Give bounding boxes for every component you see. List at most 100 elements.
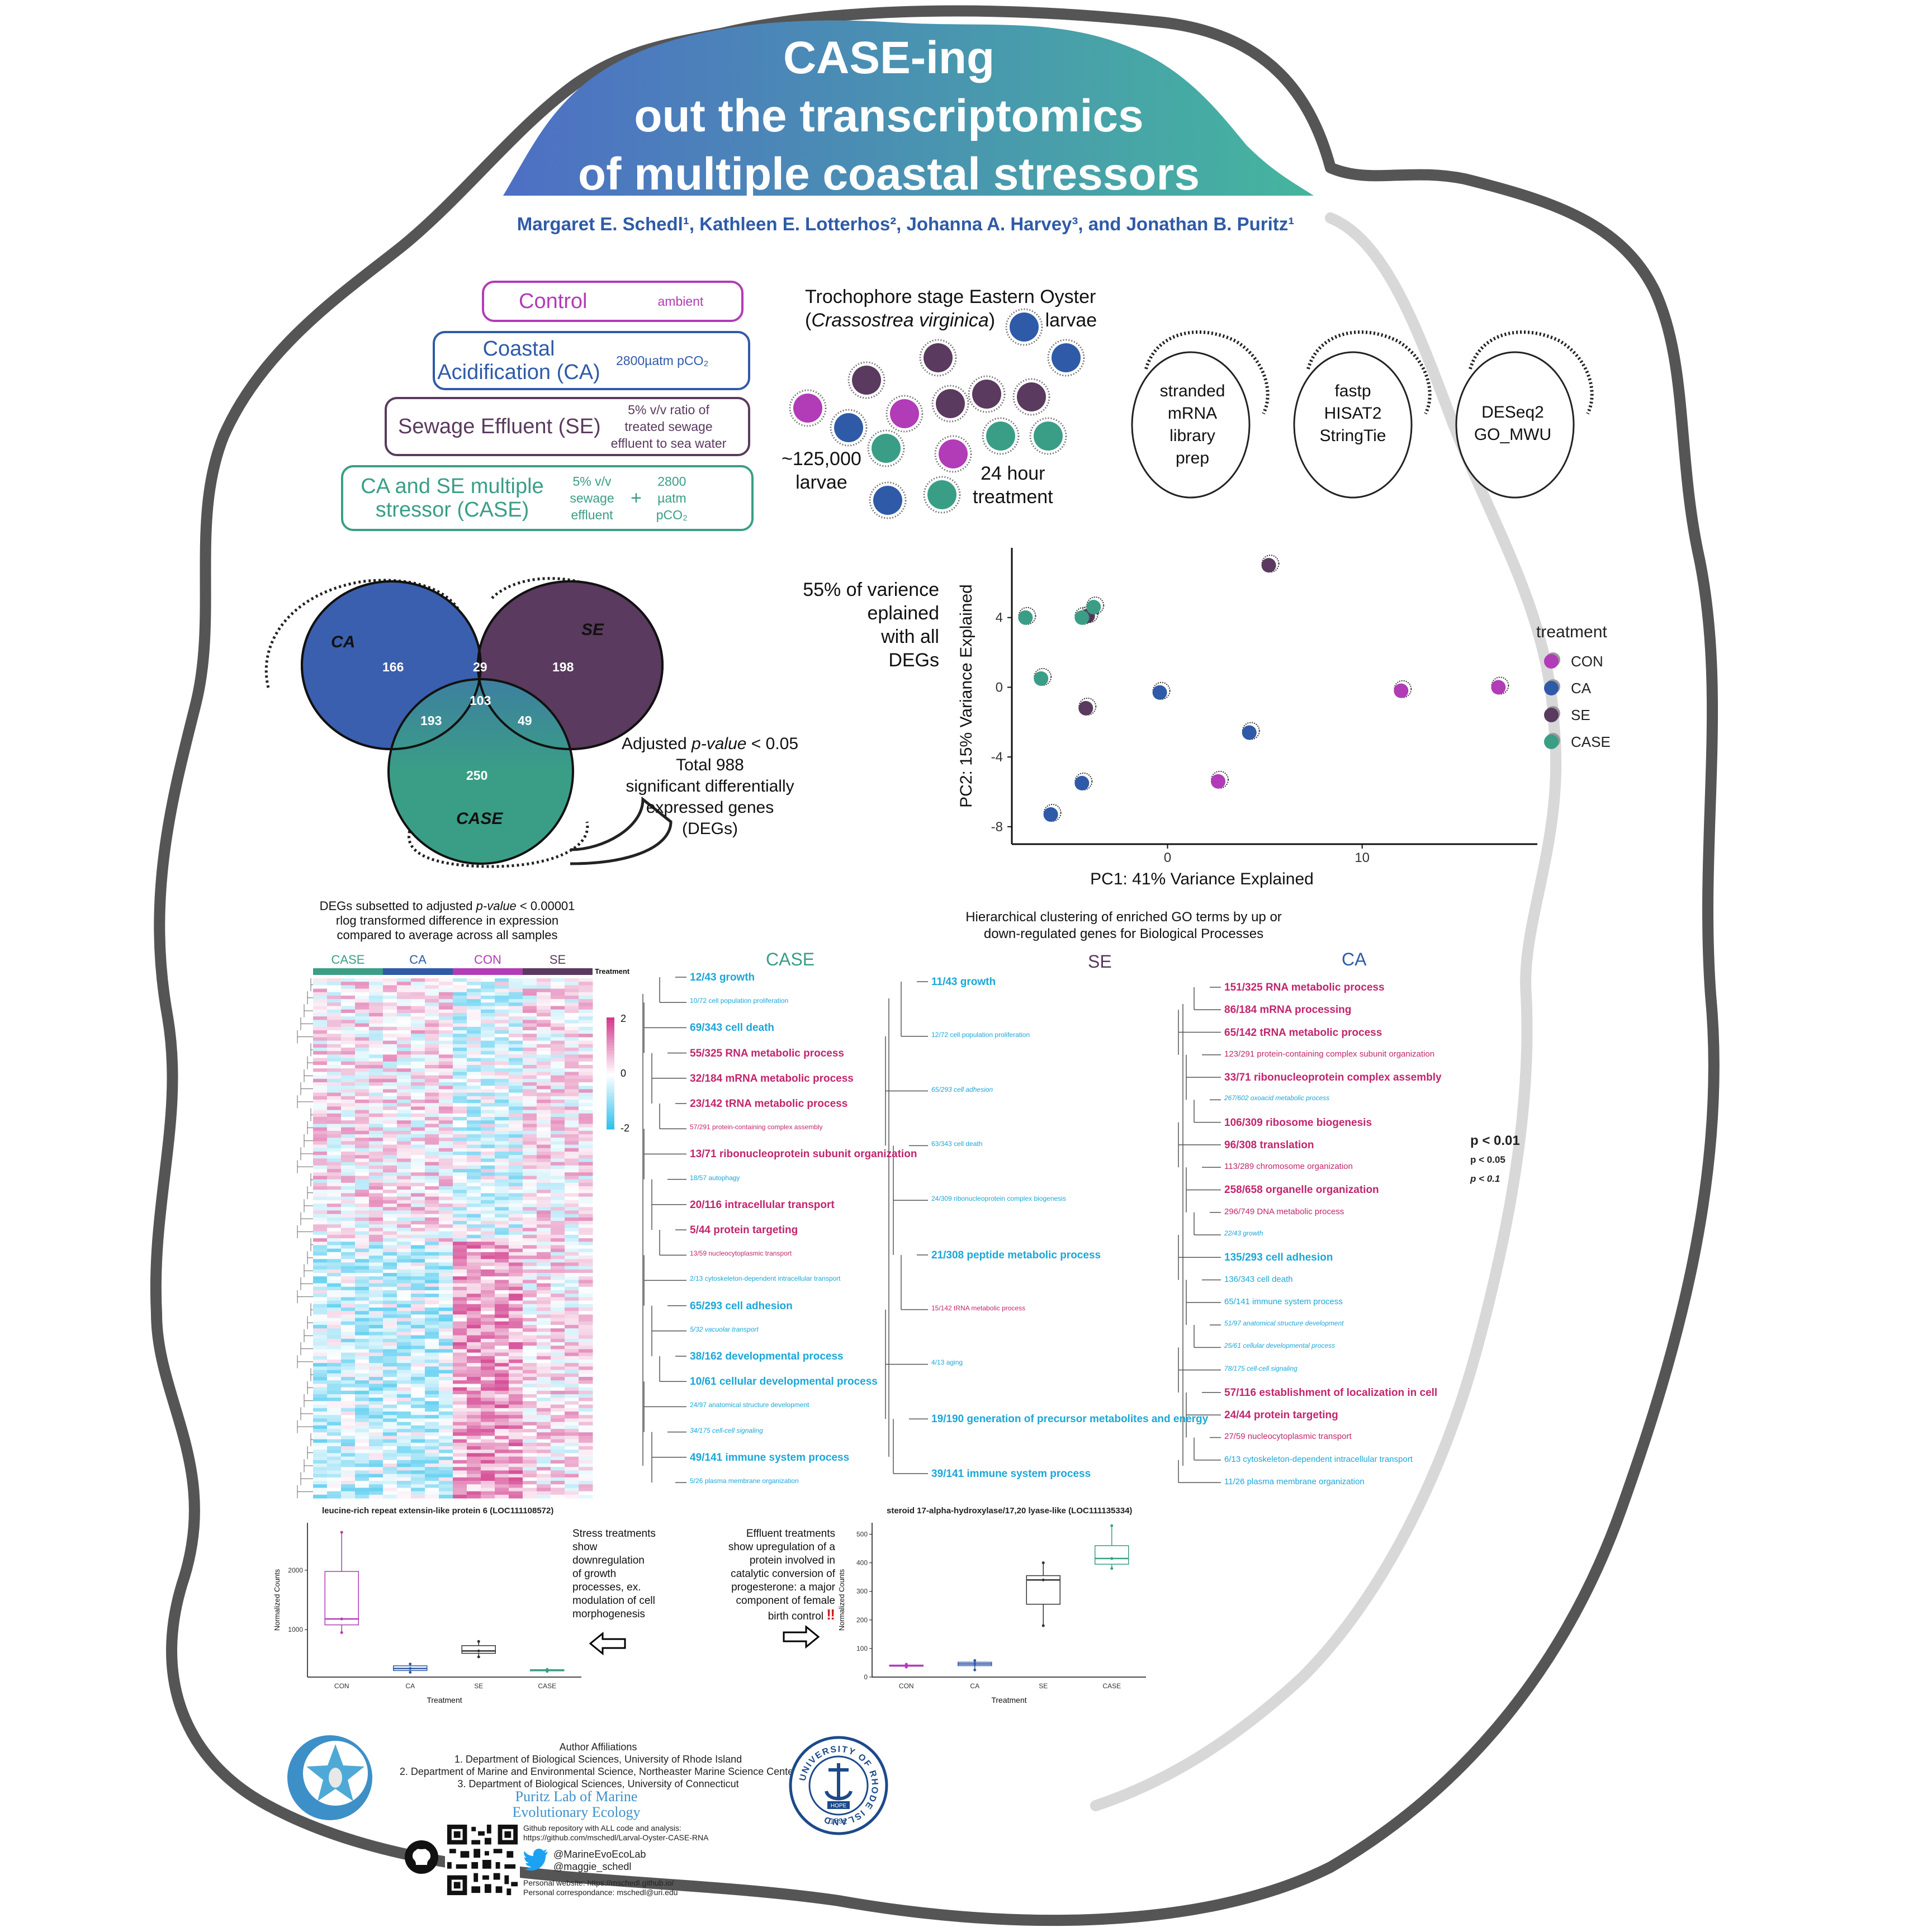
- venn-count-all: 103: [470, 693, 491, 708]
- anchor-icon: [825, 1763, 853, 1801]
- go-term-case: 5/44 protein targeting: [690, 1224, 798, 1236]
- heatmap-group-label: CASE: [332, 953, 365, 967]
- pca-point-ca: [1074, 772, 1093, 790]
- box2-box-ca: [958, 1659, 992, 1671]
- go-pvalue-legend: p < 0.01 p < 0.05 p < 0.1: [1470, 1131, 1520, 1188]
- pca-x-tick-label: 0: [1164, 850, 1171, 865]
- go-term-ca: 151/325 RNA metabolic process: [1224, 982, 1385, 993]
- box2-text-7a: birth control: [768, 1611, 823, 1622]
- lab-name-line-1: Puritz Lab of Marine: [515, 1788, 638, 1805]
- box1-box-ca: [393, 1663, 428, 1674]
- right-arrow-icon: [783, 1625, 820, 1649]
- github-icon[interactable]: [404, 1839, 439, 1875]
- affiliations-heading: Author Affiliations: [559, 1741, 637, 1753]
- go-column-se: SE: [1088, 951, 1112, 972]
- go-term-case: 13/59 nucleocytoplasmic transport: [690, 1249, 792, 1258]
- go-term-se: 4/13 aging: [931, 1358, 963, 1367]
- case-desc-b1: 2800: [657, 474, 686, 489]
- heatmap-group-label: CA: [409, 953, 427, 967]
- go-term-ca: 51/97 anatomical structure development: [1224, 1319, 1344, 1328]
- go-term-case: 5/32 vacuolar transport: [690, 1325, 759, 1333]
- twitter-handle-personal[interactable]: @maggie_schedl: [553, 1861, 632, 1872]
- pca-x-tick-label: 10: [1355, 850, 1370, 865]
- go-dendrogram-se: [885, 981, 928, 1474]
- se-desc-line-1: 5% v/v ratio of: [628, 402, 709, 417]
- go-term-case: 18/57 autophagy: [690, 1173, 740, 1182]
- go-term-case: 5/26 plasma membrane organization: [690, 1477, 799, 1485]
- go-column-case: CASE: [766, 949, 815, 969]
- boxplot-1-title: leucine-rich repeat extensin-like protei…: [322, 1506, 554, 1516]
- boxplot-2-annotation: Effluent treatments show upregulation of…: [718, 1527, 835, 1623]
- go-term-case: 23/142 tRNA metabolic process: [690, 1098, 848, 1110]
- oyster-shell-outline: [150, 5, 1720, 1926]
- box2-box-con: [889, 1663, 924, 1669]
- step1-line-3: library prep: [1169, 427, 1215, 467]
- heatmap-group-label: SE: [550, 953, 566, 967]
- venn-caption-line-2: Total 988: [676, 756, 744, 774]
- pca-y-tick-label: 4: [996, 610, 1003, 626]
- box1-text-2: show: [572, 1541, 598, 1553]
- uri-seal-hope: HOPE: [831, 1803, 847, 1809]
- go-term-case: 55/325 RNA metabolic process: [690, 1047, 844, 1059]
- twitter-icon: [524, 1849, 548, 1871]
- venn-count-se-case: 49: [518, 713, 532, 728]
- pca-legend-title: treatment: [1536, 623, 1607, 641]
- pvalue-legend-001: p < 0.01: [1470, 1133, 1520, 1148]
- heatmap-annotation-bar: [523, 968, 593, 975]
- go-term-case: 32/184 mRNA metabolic process: [690, 1072, 854, 1085]
- go-term-case: 57/291 protein-containing complex assemb…: [690, 1123, 823, 1131]
- step3-line-2: GO_MWU: [1474, 425, 1552, 444]
- affiliation-2: 2. Department of Marine and Environmenta…: [399, 1766, 797, 1777]
- twitter-handle-lab[interactable]: @MarineEvoEcoLab: [553, 1849, 646, 1860]
- qr-code-icon[interactable]: [445, 1822, 520, 1897]
- pvalue-legend-005: p < 0.05: [1470, 1154, 1505, 1165]
- pipeline-step-3: DESeq2 GO_MWU: [1474, 401, 1552, 446]
- case-desc-a2: sewage: [570, 491, 614, 505]
- pca-point-se: [1261, 555, 1280, 573]
- box2-box-se: [1026, 1561, 1060, 1627]
- se-desc: 5% v/v ratio of treated sewage effluent …: [611, 401, 727, 452]
- control-treatment-box: Control ambient: [482, 281, 744, 322]
- go-term-se: 24/309 ribonucleoprotein complex biogene…: [931, 1195, 1066, 1203]
- heatmap-cells: [313, 978, 593, 1499]
- case-name-line-2: stressor (CASE): [375, 498, 529, 522]
- go-term-case: 49/141 immune system process: [690, 1451, 850, 1464]
- pca-point-con: [1394, 680, 1412, 698]
- larvae-count-line-1: ~125,000: [782, 448, 861, 470]
- personal-email[interactable]: Personal correspondance: mschedl@uri.edu: [523, 1888, 678, 1897]
- venn-count-ca-se: 29: [473, 660, 487, 674]
- twitter-handles: @MarineEvoEcoLab @maggie_schedl: [553, 1848, 646, 1873]
- case-desc-b2: µatm: [657, 491, 686, 505]
- lab-logo: [287, 1735, 372, 1820]
- box1-x-tick-label: CA: [405, 1682, 415, 1690]
- box1-text-3: downregulation: [572, 1555, 645, 1566]
- box1-box-se: [461, 1640, 496, 1659]
- shell-2: [1293, 351, 1413, 499]
- larvae-count: ~125,000 larvae: [782, 447, 861, 494]
- go-term-ca: 25/61 cellular developmental process: [1224, 1342, 1336, 1350]
- case-desc-b3: pCO₂: [656, 508, 688, 522]
- title-line-3: of multiple coastal stressors: [578, 149, 1200, 200]
- larvae-heading: Trochophore stage Eastern Oyster (Crasso…: [805, 285, 1118, 332]
- repo-link[interactable]: https://github.com/mschedl/Larval-Oyster…: [523, 1833, 709, 1842]
- go-term-case: 12/43 growth: [690, 972, 755, 983]
- go-term-ca: 136/343 cell death: [1224, 1274, 1293, 1284]
- case-plus: +: [631, 487, 642, 509]
- larvae-cluster: [789, 308, 1085, 519]
- personal-website[interactable]: Personal website: https://mschedl.github…: [523, 1878, 674, 1887]
- go-term-ca: 106/309 ribosome biogenesis: [1224, 1116, 1372, 1129]
- go-term-case: 20/116 intracellular transport: [690, 1199, 835, 1211]
- se-desc-line-3: effluent to sea water: [610, 436, 727, 451]
- pca-point-con: [1211, 770, 1229, 789]
- go-heading: Hierarchical clustering of enriched GO t…: [894, 909, 1353, 943]
- venn-label-case: CASE: [456, 809, 503, 828]
- box1-text-1: Stress treatments: [572, 1528, 656, 1540]
- ca-name-line-1: Coastal: [482, 337, 555, 361]
- species-name: Crassostrea virginica: [811, 310, 989, 331]
- step3-line-1: DESeq2: [1481, 403, 1544, 422]
- contact-info: Personal website: https://mschedl.github…: [523, 1878, 678, 1897]
- go-term-case: 13/71 ribonucleoprotein subunit organiza…: [690, 1148, 917, 1161]
- heatmap-title-line-2: rlog transformed difference in expressio…: [335, 913, 559, 927]
- go-term-se: 39/141 immune system process: [931, 1468, 1091, 1480]
- affiliations: Author Affiliations 1. Department of Bio…: [369, 1741, 827, 1790]
